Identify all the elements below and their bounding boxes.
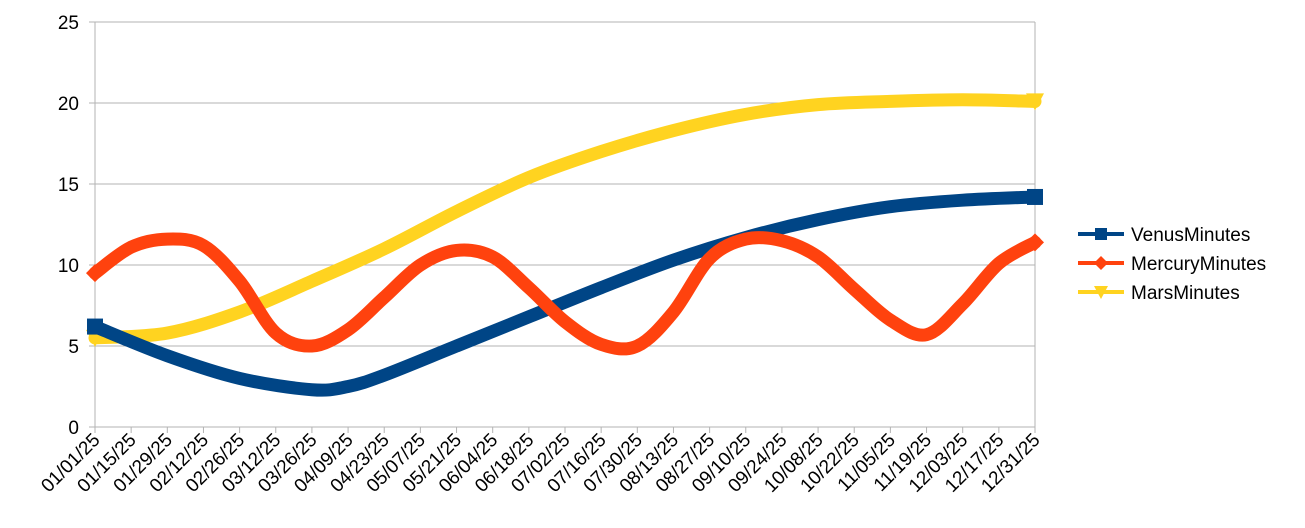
y-tick-label: 0 [68,418,79,439]
y-tick-label: 20 [58,94,79,115]
x-axis-tick-labels: 01/01/2501/15/2501/29/2502/12/2502/26/25… [37,430,1044,497]
series-point-mercuryminutes [1026,233,1044,252]
y-tick-label: 25 [58,13,79,34]
series-line-marsminutes [88,93,1042,345]
y-tick-label: 10 [58,256,79,277]
axes [89,21,1036,433]
gridlines [95,21,1035,428]
series-line-venusminutes [88,190,1042,397]
series-point-venusminutes [87,318,103,335]
series-lines [86,93,1044,397]
legend-item-mercuryminutes: MercuryMinutes [1078,254,1266,275]
series-line-mercuryminutes [88,231,1042,356]
y-axis-tick-labels: 0 5 10 15 20 25 [58,13,79,439]
legend-marker [1094,286,1108,299]
y-tick-label: 5 [68,337,79,358]
series-point-marsminutes [1026,93,1044,111]
legend: VenusMinutes MercuryMinutes MarsMinutes [1078,225,1266,304]
series-point-venusminutes [1027,188,1043,205]
legend-label: MarsMinutes [1131,283,1240,304]
y-tick-label: 15 [58,175,79,196]
legend-item-venusminutes: VenusMinutes [1078,225,1250,246]
legend-marker [1095,228,1107,240]
legend-marker [1094,256,1108,270]
legend-label: VenusMinutes [1131,225,1250,246]
legend-item-marsminutes: MarsMinutes [1078,283,1240,304]
legend-label: MercuryMinutes [1131,254,1266,275]
series-point-mercuryminutes [86,264,104,283]
